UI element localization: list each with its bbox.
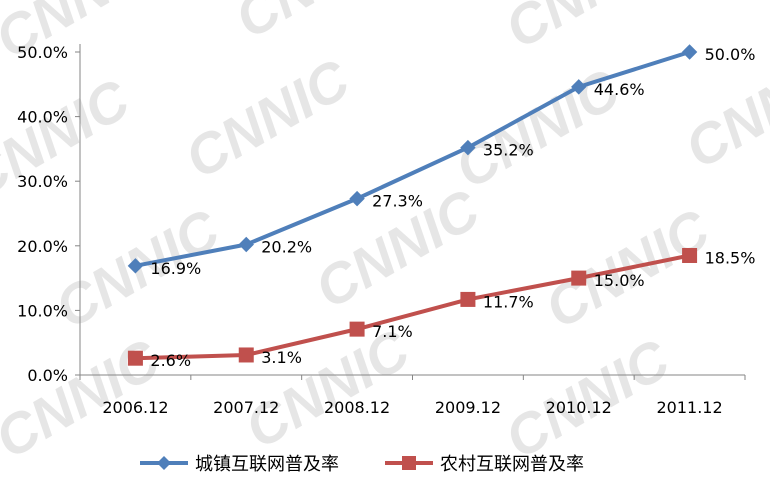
series-2-point bbox=[350, 322, 364, 336]
series-1-point bbox=[683, 45, 697, 59]
series-2-point bbox=[572, 271, 586, 285]
x-tick-label: 2011.12 bbox=[656, 398, 722, 417]
y-tick-label: 0.0% bbox=[27, 366, 68, 385]
x-tick-label: 2010.12 bbox=[546, 398, 612, 417]
y-tick-label: 50.0% bbox=[17, 43, 68, 62]
data-label: 3.1% bbox=[261, 348, 302, 367]
legend-marker bbox=[157, 456, 171, 470]
x-tick-label: 2007.12 bbox=[213, 398, 279, 417]
x-tick-label: 2006.12 bbox=[102, 398, 168, 417]
watermark-text: CNNIC bbox=[495, 0, 681, 60]
data-label: 18.5% bbox=[705, 248, 756, 267]
watermark-text: CNNIC bbox=[225, 0, 411, 50]
x-tick-label: 2009.12 bbox=[435, 398, 501, 417]
series-1-point bbox=[350, 192, 364, 206]
data-label: 44.6% bbox=[594, 80, 645, 99]
data-label: 35.2% bbox=[483, 141, 534, 160]
x-tick-label: 2008.12 bbox=[324, 398, 390, 417]
series-1-point bbox=[239, 238, 253, 252]
series-2-point bbox=[683, 248, 697, 262]
data-label: 2.6% bbox=[150, 351, 191, 370]
series-2-point bbox=[239, 348, 253, 362]
data-label: 27.3% bbox=[372, 192, 423, 211]
watermark-text: CNNIC bbox=[175, 46, 361, 190]
legend-label: 城镇互联网普及率 bbox=[195, 454, 339, 475]
data-label: 20.2% bbox=[261, 238, 312, 257]
data-label: 16.9% bbox=[150, 259, 201, 278]
series-2-point bbox=[461, 292, 475, 306]
y-tick-label: 30.0% bbox=[17, 172, 68, 191]
y-tick-label: 20.0% bbox=[17, 237, 68, 256]
y-tick-label: 40.0% bbox=[17, 108, 68, 127]
series-2-point bbox=[128, 351, 142, 365]
legend-label: 农村互联网普及率 bbox=[440, 454, 584, 475]
data-label: 15.0% bbox=[594, 271, 645, 290]
y-tick-label: 10.0% bbox=[17, 301, 68, 320]
legend-marker bbox=[402, 456, 416, 470]
legend: 城镇互联网普及率 农村互联网普及率 bbox=[140, 454, 584, 475]
data-label: 50.0% bbox=[705, 45, 756, 64]
data-label: 7.1% bbox=[372, 322, 413, 341]
data-label: 11.7% bbox=[483, 292, 534, 311]
